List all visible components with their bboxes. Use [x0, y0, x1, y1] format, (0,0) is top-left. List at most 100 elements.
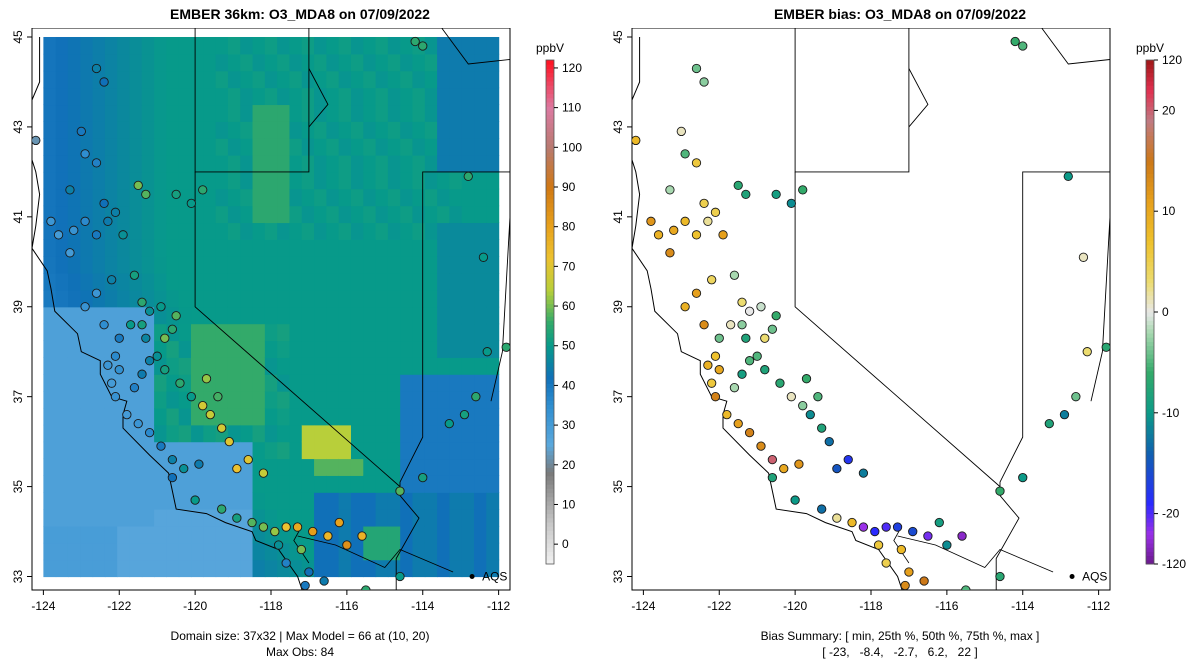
grid-cell: [215, 171, 229, 190]
grid-cell: [252, 205, 266, 224]
grid-cell: [141, 87, 155, 106]
colorbar-tick-label: 10: [1162, 204, 1176, 218]
grid-cell: [461, 239, 475, 257]
grid-cell: [412, 391, 426, 409]
station-marker: [175, 378, 185, 388]
colorbar-tick-label: -120: [1162, 557, 1186, 571]
state-border: [441, 28, 510, 65]
grid-cell: [215, 559, 229, 578]
colorbar-segment: [546, 76, 554, 82]
station-marker: [1018, 472, 1028, 483]
grid-cell: [43, 391, 57, 409]
grid-cell: [277, 155, 291, 173]
grid-cell: [474, 205, 487, 224]
grid-cell: [92, 36, 106, 55]
grid-cell: [449, 306, 463, 325]
grid-cell: [67, 273, 81, 291]
grid-cell: [240, 424, 254, 443]
grid-cell: [227, 121, 241, 139]
grid-cell: [203, 205, 217, 224]
grid-cell: [474, 289, 487, 308]
colorbar-segment: [546, 118, 554, 124]
grid-cell: [437, 239, 451, 257]
y-tick-label: 43: [11, 120, 25, 134]
grid-cell: [486, 492, 500, 510]
grid-cell: [363, 205, 377, 224]
grid-cell: [43, 492, 57, 510]
station-marker: [357, 531, 367, 541]
grid-cell: [338, 155, 352, 173]
station-marker: [957, 531, 967, 541]
grid-cell: [449, 53, 463, 72]
colorbar-segment: [546, 501, 554, 506]
station-marker: [273, 540, 284, 550]
grid-cell: [375, 239, 389, 257]
grid-cell: [461, 458, 475, 476]
grid-cell: [154, 70, 168, 89]
grid-cell: [92, 424, 106, 443]
colorbar-segment: [546, 135, 554, 141]
colorbar-segment: [546, 282, 554, 288]
station-marker: [171, 189, 181, 200]
colorbar-segment: [546, 534, 554, 540]
grid-cell: [264, 87, 278, 106]
grid-cell: [117, 340, 131, 358]
grid-cell: [486, 104, 500, 122]
grid-cell: [289, 171, 303, 190]
colorbar-tick-label: 70: [562, 259, 576, 273]
grid-cell: [43, 36, 57, 55]
grid-cell: [166, 155, 180, 173]
grid-cell: [129, 525, 143, 544]
aqs-marker: [469, 574, 475, 580]
grid-cell: [449, 138, 463, 156]
grid-cell: [154, 306, 168, 325]
grid-cell: [326, 104, 340, 122]
grid-cell: [461, 87, 475, 106]
colorbar-segment: [1146, 446, 1154, 452]
colorbar-segment: [1146, 530, 1154, 536]
grid-cell: [80, 424, 94, 443]
state-border: [194, 171, 401, 487]
grid-cell: [474, 509, 487, 527]
grid-cell: [387, 340, 401, 358]
grid-cell: [67, 289, 81, 308]
colorbar-segment: [546, 543, 554, 548]
grid-cell: [67, 104, 81, 122]
grid-cell: [486, 391, 500, 409]
station-marker: [167, 454, 178, 465]
grid-cell: [277, 289, 291, 308]
highway-line: [893, 526, 910, 564]
station-marker: [160, 365, 170, 375]
grid-cell: [227, 256, 241, 274]
grid-cell: [117, 441, 131, 460]
grid-cell: [301, 289, 315, 308]
grid-cell: [191, 475, 204, 493]
station-marker: [744, 427, 755, 438]
grid-cell: [289, 138, 303, 156]
grid-cell: [314, 188, 327, 207]
x-tick-label: -120: [183, 599, 207, 613]
grid-cell: [166, 239, 180, 257]
colorbar-segment: [1146, 144, 1154, 149]
station-marker: [152, 351, 162, 361]
grid-cell: [363, 357, 377, 375]
grid-cell: [92, 256, 106, 274]
station-marker: [387, 589, 390, 590]
grid-cell: [375, 121, 389, 139]
grid-cell: [486, 475, 500, 493]
grid-cell: [80, 222, 94, 240]
grid-cell: [55, 70, 69, 89]
station-marker: [418, 472, 428, 483]
colorbar-segment: [546, 551, 554, 557]
y-tick-label: 35: [11, 480, 25, 494]
grid-cell: [474, 155, 487, 173]
station-marker: [171, 311, 181, 321]
grid-cell: [314, 289, 327, 308]
colorbar-tick-label: 30: [562, 418, 576, 432]
station-marker: [194, 459, 204, 469]
station-marker: [224, 436, 234, 447]
grid-cell: [301, 273, 315, 291]
grid-cell: [215, 357, 229, 375]
grid-cell: [117, 509, 131, 527]
grid-cell: [80, 323, 94, 342]
